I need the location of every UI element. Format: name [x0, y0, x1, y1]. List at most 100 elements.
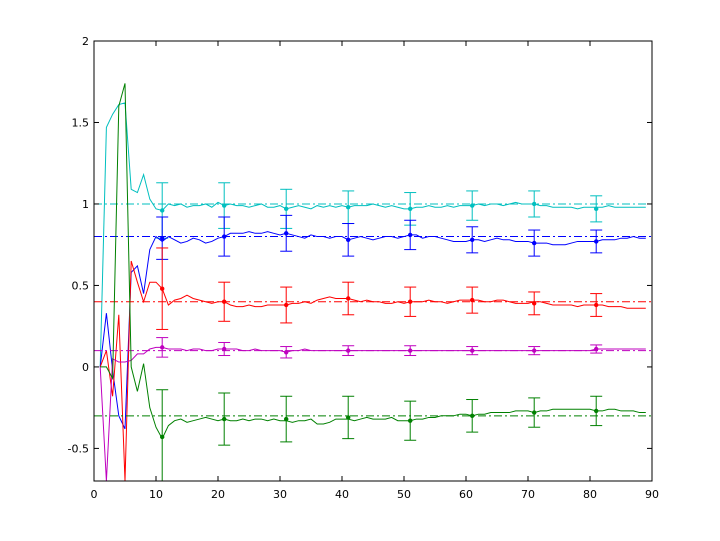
data-point [346, 348, 351, 353]
x-tick-label: 30 [273, 488, 287, 501]
error-bar [404, 219, 417, 251]
series-line-3 [99, 346, 646, 481]
y-tick-label: 2 [82, 35, 89, 48]
error-bar [156, 389, 169, 481]
error-bar [466, 399, 479, 433]
error-bar [590, 344, 603, 354]
error-bar [280, 346, 293, 359]
data-point [160, 345, 165, 350]
x-tick-label: 80 [583, 488, 597, 501]
data-point [222, 299, 227, 304]
data-point [470, 203, 475, 208]
data-point [160, 208, 165, 213]
data-point [160, 434, 165, 440]
error-bar [528, 397, 541, 428]
data-point [346, 205, 351, 210]
x-tick-label: 20 [211, 488, 225, 501]
error-bar [528, 190, 541, 218]
data-point [222, 234, 227, 239]
data-point [222, 346, 227, 352]
x-tick-label: 70 [521, 488, 535, 501]
data-point [532, 348, 537, 353]
data-point [408, 418, 413, 423]
data-point [470, 237, 475, 243]
data-point [594, 239, 599, 244]
error-bar [404, 286, 417, 317]
data-point [160, 286, 165, 291]
y-tick-label: 1 [82, 198, 89, 211]
data-point [408, 206, 413, 212]
y-tick-label: 0.5 [72, 279, 90, 292]
error-bar [528, 291, 541, 316]
error-bar [528, 346, 541, 356]
error-bar [218, 281, 231, 322]
data-point [594, 346, 599, 352]
data-point [532, 240, 537, 246]
x-tick-label: 50 [397, 488, 411, 501]
data-point [532, 201, 537, 207]
series-0 [94, 102, 652, 367]
error-bar [156, 247, 169, 330]
error-bar [218, 341, 231, 357]
x-tick-label: 40 [335, 488, 349, 501]
series-2 [94, 247, 652, 481]
error-bar [404, 345, 417, 357]
x-tick-label: 60 [459, 488, 473, 501]
data-point [346, 415, 351, 420]
error-bar [466, 190, 479, 221]
error-bar [342, 345, 355, 357]
data-point [594, 408, 599, 414]
data-point [470, 413, 475, 419]
data-point [222, 416, 227, 422]
error-bar [466, 286, 479, 314]
error-bar [280, 286, 293, 324]
plot-frame [93, 40, 653, 482]
data-point [532, 410, 537, 415]
error-bar [590, 229, 603, 254]
data-point [160, 235, 165, 241]
data-point [284, 416, 289, 422]
axes-layer [93, 40, 653, 482]
data-point [594, 302, 599, 308]
x-tick-label: 0 [91, 488, 98, 501]
error-bar [528, 229, 541, 257]
x-tick-label: 90 [645, 488, 659, 501]
error-bar [218, 216, 231, 257]
data-point [594, 206, 599, 212]
series-line-1 [99, 231, 646, 430]
data-point [346, 296, 351, 301]
tick-layer: 0 10 20 30 40 50 60 70 80 90 -0.5 0 0.5 1 1.5 2 [68, 35, 659, 501]
error-bar [590, 395, 603, 427]
plot-area [94, 41, 652, 481]
data-point [470, 348, 475, 353]
data-point [222, 203, 227, 208]
series-line-4 [100, 83, 646, 440]
data-point [284, 206, 289, 212]
data-point [346, 237, 351, 243]
error-bar [218, 392, 231, 446]
data-point [408, 299, 413, 304]
series-line-0 [99, 102, 646, 367]
y-tick-label: 1.5 [72, 116, 90, 129]
error-bar [342, 223, 355, 257]
error-bar [404, 400, 417, 441]
error-bar [466, 346, 479, 356]
data-point [284, 302, 289, 308]
y-tick-label: 0 [82, 361, 89, 374]
error-bar [590, 293, 603, 317]
y-tick-label: -0.5 [68, 442, 89, 455]
error-bar [280, 214, 293, 252]
error-bar [156, 337, 169, 358]
data-point [284, 350, 289, 355]
data-point [408, 232, 413, 238]
series-layer [94, 83, 652, 481]
data-point [408, 348, 413, 353]
error-bar [342, 395, 355, 440]
series-4 [94, 83, 652, 481]
error-bar [280, 395, 293, 443]
error-bar [342, 281, 355, 316]
data-point [284, 231, 289, 236]
error-bar [590, 195, 603, 223]
data-point [470, 297, 475, 303]
